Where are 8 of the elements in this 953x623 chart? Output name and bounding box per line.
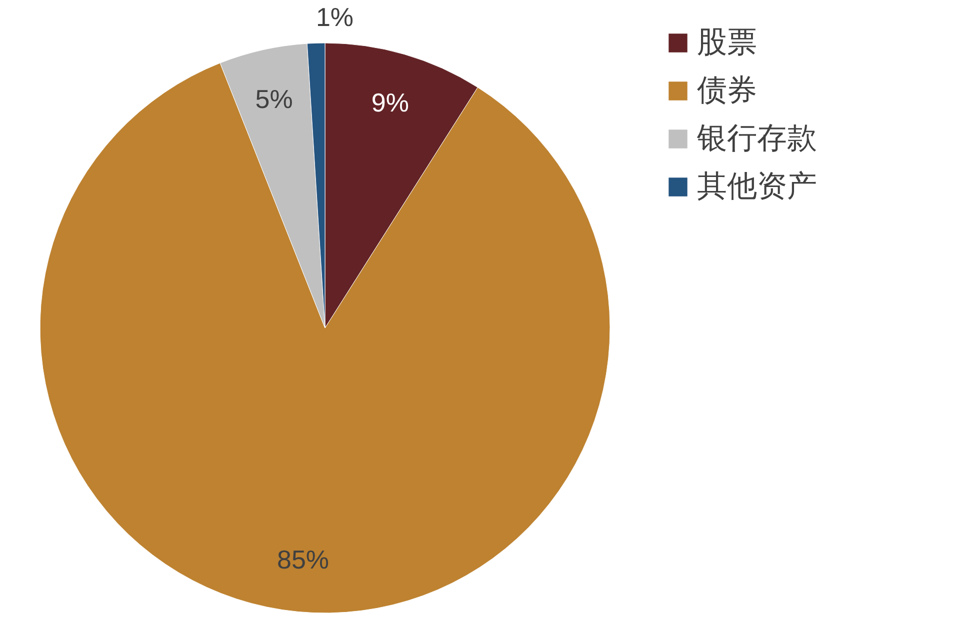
data-label: 9% bbox=[371, 88, 409, 118]
data-label: 5% bbox=[255, 84, 293, 114]
legend-label: 其他资产 bbox=[697, 170, 817, 203]
data-label: 85% bbox=[276, 544, 330, 575]
data-label: 1% bbox=[316, 2, 354, 32]
legend-label: 债券 bbox=[697, 74, 757, 107]
legend-label: 银行存款 bbox=[696, 122, 817, 155]
legend-label: 股票 bbox=[697, 26, 757, 59]
